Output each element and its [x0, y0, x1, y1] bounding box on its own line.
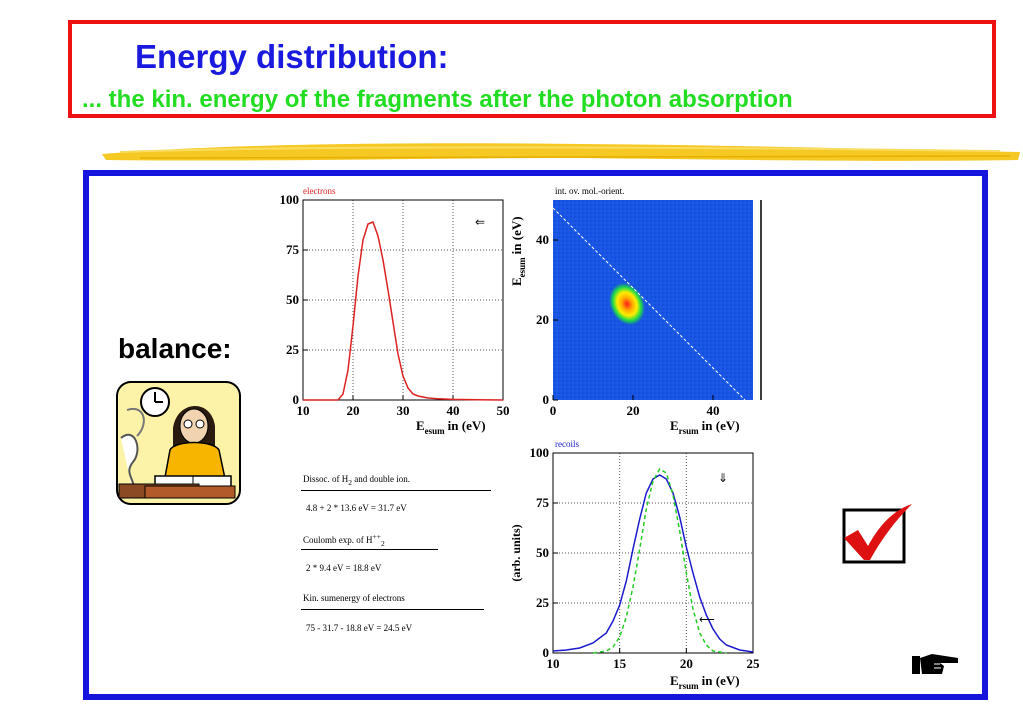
heatmap-ytick-label: 40 — [536, 232, 549, 247]
electrons-ticks: 10 20 30 40 50 0 25 50 75 100 — [280, 192, 510, 418]
slide-title: Energy distribution: — [135, 38, 449, 75]
heatmap-x-axis-label: Ersum in (eV) — [670, 418, 740, 436]
electrons-arrow-annotation: ⇐ — [475, 215, 485, 229]
electrons-ytick-label: 0 — [293, 392, 300, 407]
accountant-clipart-icon — [116, 381, 241, 505]
electrons-xtick-label: 50 — [497, 403, 510, 418]
recoils-ticks: 10 15 20 25 0 25 50 75 100 — [530, 445, 761, 671]
recoils-xtick-label: 15 — [613, 656, 627, 671]
equation-1-label: Dissoc. of H2 and double ion. — [303, 474, 410, 487]
equation-3-line — [301, 609, 484, 610]
recoils-left-arrow-annotation: ⟵ — [699, 614, 715, 626]
heatmap-ticks: 0 20 40 0 20 40 — [536, 232, 720, 418]
slide-subtitle: ... the kin. energy of the fragments aft… — [82, 86, 793, 113]
electrons-ytick-label: 25 — [286, 342, 300, 357]
equation-1-value: 4.8 + 2 * 13.6 eV = 31.7 eV — [306, 503, 407, 513]
recoils-xtick-label: 25 — [747, 656, 761, 671]
electrons-chart-title: electrons — [303, 186, 336, 196]
content-box — [83, 170, 988, 700]
electrons-xtick-label: 40 — [447, 403, 460, 418]
electrons-xtick-label: 30 — [397, 403, 410, 418]
equation-2-line — [301, 549, 438, 550]
recoils-chart-title: recoils — [555, 439, 579, 449]
checkmark-icon — [842, 504, 912, 564]
equation-2-value: 2 * 9.4 eV = 18.8 eV — [306, 563, 382, 573]
electrons-xtick-label: 10 — [297, 403, 310, 418]
electrons-series-line — [303, 221, 504, 401]
recoils-xtick-label: 20 — [680, 656, 693, 671]
electrons-ytick-label: 100 — [280, 192, 300, 207]
recoils-series-fit — [592, 467, 727, 654]
recoils-x-axis-label: Ersum in (eV) — [670, 673, 740, 691]
recoils-xtick-label: 10 — [547, 656, 560, 671]
highlighter-stroke — [102, 143, 1020, 161]
heatmap-ytick-label: 0 — [543, 392, 550, 407]
recoils-series-measured — [552, 474, 754, 653]
electrons-ytick-label: 75 — [286, 242, 300, 257]
heatmap-chart: 0 20 40 0 20 40 int. ov. mol.-orient. Ersum in… — [509, 186, 762, 436]
heatmap-y-axis-label: Eesumin (eV) — [509, 216, 527, 286]
recoils-ytick-label: 75 — [536, 495, 550, 510]
heatmap-xtick-label: 20 — [627, 403, 640, 418]
recoils-ytick-label: 50 — [536, 545, 549, 560]
recoils-ytick-label: 100 — [530, 445, 550, 460]
equation-3-value: 75 - 31.7 - 18.8 eV = 24.5 eV — [306, 623, 413, 633]
recoils-chart: 10 15 20 25 0 25 50 75 100 recoils ⇓ ⟵ Ersum in (… — [509, 439, 761, 691]
pointing-hand-icon[interactable] — [910, 650, 962, 678]
recoils-ytick-label: 0 — [543, 645, 550, 660]
recoils-y-axis-label: (arb. units) — [509, 524, 523, 581]
electrons-x-axis-label: Eesum in (eV) — [416, 418, 486, 436]
heatmap-peak — [609, 282, 645, 326]
recoils-arrow-annotation: ⇓ — [718, 471, 728, 485]
heatmap-xtick-label: 40 — [707, 403, 720, 418]
electrons-ytick-label: 50 — [286, 292, 299, 307]
heatmap-diagonal-line — [552, 207, 746, 401]
equation-1-line — [301, 490, 491, 491]
equation-2-label: Coulomb exp. of H++2 — [303, 532, 385, 548]
recoils-grid — [553, 453, 753, 653]
equation-3-label: Kin. sumenergy of electrons — [303, 593, 405, 603]
balance-label: balance: — [118, 333, 232, 364]
electrons-chart: 10 20 30 40 50 0 25 50 75 100 electrons ⇐ Eesum in… — [280, 186, 510, 436]
electrons-grid — [303, 200, 503, 400]
heatmap-xtick-label: 0 — [550, 403, 557, 418]
electrons-xtick-label: 20 — [347, 403, 360, 418]
recoils-ytick-label: 25 — [536, 595, 550, 610]
heatmap-title: int. ov. mol.-orient. — [555, 186, 624, 196]
heatmap-ytick-label: 20 — [536, 312, 549, 327]
heatmap-grid — [553, 200, 753, 400]
title-box — [68, 20, 996, 118]
